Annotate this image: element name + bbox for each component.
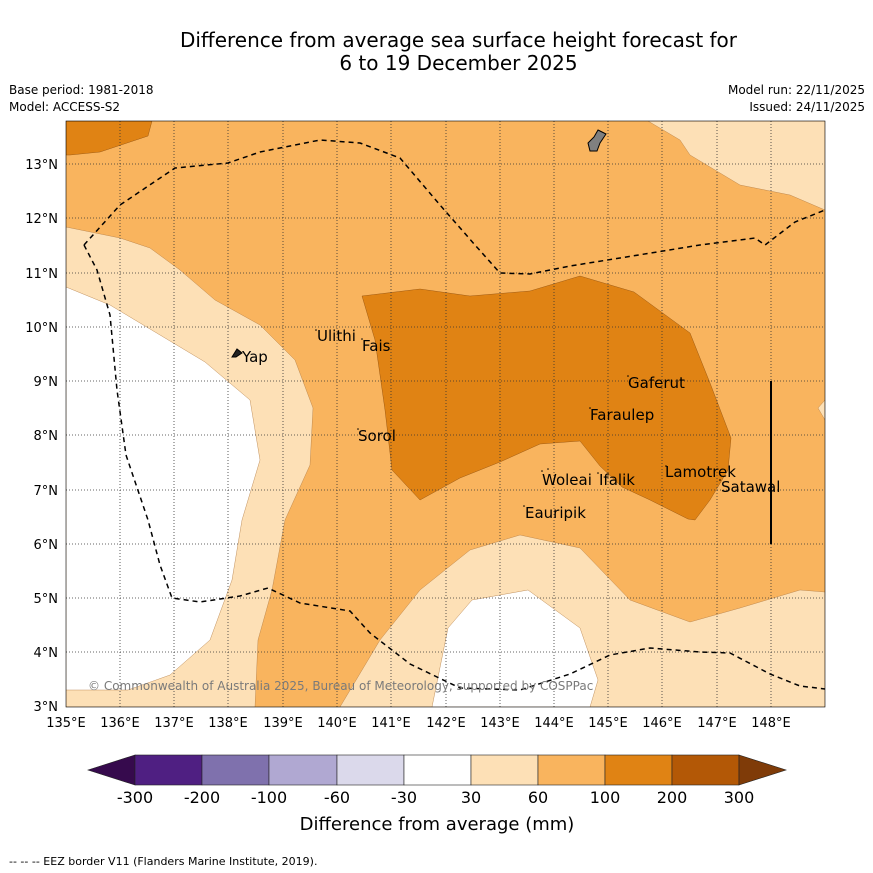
lat-tick-label: 13°N bbox=[25, 158, 58, 173]
contour-100-200-northwest bbox=[66, 121, 153, 156]
place-label: Eauripik bbox=[525, 504, 586, 522]
colorbar-swatch bbox=[201, 754, 270, 786]
lon-tick-label: 146°E bbox=[642, 716, 682, 731]
colorbar-tick-label: 30 bbox=[461, 788, 481, 807]
lat-tick-label: 9°N bbox=[34, 375, 59, 390]
lat-tick-label: 6°N bbox=[34, 538, 59, 553]
base-period: Base period: 1981-2018 bbox=[9, 83, 154, 97]
colorbar-swatch bbox=[336, 754, 405, 786]
colorbar-swatch bbox=[604, 754, 673, 786]
issued-date: Issued: 24/11/2025 bbox=[749, 100, 865, 114]
guam-island-shape bbox=[587, 129, 607, 152]
place-label: Faraulep bbox=[590, 406, 654, 424]
colorbar-swatch bbox=[470, 754, 539, 786]
place-label: Lamotrek bbox=[665, 463, 736, 481]
colorbar-tick-label: -60 bbox=[324, 788, 350, 807]
lat-tick-label: 10°N bbox=[25, 321, 58, 336]
place-label: Sorol bbox=[358, 427, 396, 445]
lat-tick-label: 7°N bbox=[34, 484, 59, 499]
lat-tick-label: 12°N bbox=[25, 212, 58, 227]
contour-30-60-east-notch bbox=[817, 399, 825, 421]
place-label: Gaferut bbox=[628, 374, 685, 392]
colorbar-swatch bbox=[403, 754, 472, 786]
lon-tick-label: 135°E bbox=[46, 716, 86, 731]
colorbar-swatch bbox=[537, 754, 606, 786]
place-label: Woleai bbox=[542, 471, 592, 489]
contour-neutral-west bbox=[66, 286, 261, 691]
colorbar-tick-label: 200 bbox=[657, 788, 688, 807]
colorbar-max-extend bbox=[738, 754, 787, 786]
colorbar-label: Difference from average (mm) bbox=[300, 814, 575, 835]
lat-tick-label: 4°N bbox=[34, 646, 59, 661]
map-frame bbox=[65, 120, 826, 708]
lon-tick-label: 136°E bbox=[100, 716, 140, 731]
lon-tick-label: 140°E bbox=[317, 716, 357, 731]
lat-tick-label: 11°N bbox=[25, 267, 58, 282]
eez-border bbox=[83, 139, 825, 691]
colorbar-swatch bbox=[134, 754, 203, 786]
colorbar-tick-label: 60 bbox=[528, 788, 548, 807]
latitude-gridlines bbox=[66, 163, 825, 653]
lon-tick-label: 142°E bbox=[426, 716, 466, 731]
lon-tick-label: 147°E bbox=[697, 716, 737, 731]
yap-island-shape bbox=[231, 348, 243, 358]
lon-tick-label: 141°E bbox=[371, 716, 411, 731]
place-label: Fais bbox=[362, 337, 391, 355]
contour-30-60-northeast bbox=[647, 121, 825, 211]
place-label: Yap bbox=[241, 348, 268, 366]
lon-tick-label: 138°E bbox=[208, 716, 248, 731]
colorbar-swatch bbox=[671, 754, 740, 786]
lat-tick-label: 3°N bbox=[34, 700, 59, 715]
colorbar-tick-label: -300 bbox=[117, 788, 153, 807]
colorbar-tick-label: -100 bbox=[251, 788, 287, 807]
model-run: Model run: 22/11/2025 bbox=[727, 83, 865, 97]
lat-tick-label: 8°N bbox=[34, 429, 59, 444]
map-title-line1: Difference from average sea surface heig… bbox=[179, 28, 738, 52]
model-name: Model: ACCESS-S2 bbox=[9, 100, 121, 114]
lon-tick-label: 143°E bbox=[480, 716, 520, 731]
copyright-text: © Commonwealth of Australia 2025, Bureau… bbox=[88, 679, 593, 693]
colorbar-tick-label: -200 bbox=[184, 788, 220, 807]
colorbar-tick-label: -30 bbox=[391, 788, 417, 807]
colorbar-tick-label: 100 bbox=[590, 788, 621, 807]
place-label: Ulithi bbox=[317, 327, 356, 345]
place-label: Ifalik bbox=[599, 471, 635, 489]
colorbar bbox=[87, 754, 787, 786]
colorbar-swatch bbox=[268, 754, 338, 786]
eez-footnote: -- -- -- EEZ border V11 (Flanders Marine… bbox=[9, 855, 317, 868]
colorbar-tick-label: 300 bbox=[724, 788, 755, 807]
atoll-dots bbox=[315, 329, 721, 507]
lon-tick-label: 148°E bbox=[751, 716, 791, 731]
colorbar-min-extend bbox=[87, 754, 136, 786]
lon-tick-label: 139°E bbox=[263, 716, 303, 731]
lat-tick-label: 5°N bbox=[34, 592, 59, 607]
map-area: Yap Ulithi Fais Sorol Gaferut Faraulep W… bbox=[66, 121, 825, 707]
lon-tick-label: 137°E bbox=[154, 716, 194, 731]
lon-tick-label: 144°E bbox=[534, 716, 574, 731]
place-label: Satawal bbox=[721, 478, 780, 496]
map-title-line2: 6 to 19 December 2025 bbox=[339, 51, 578, 75]
lon-tick-label: 145°E bbox=[588, 716, 628, 731]
contour-100-200-central bbox=[361, 275, 732, 521]
